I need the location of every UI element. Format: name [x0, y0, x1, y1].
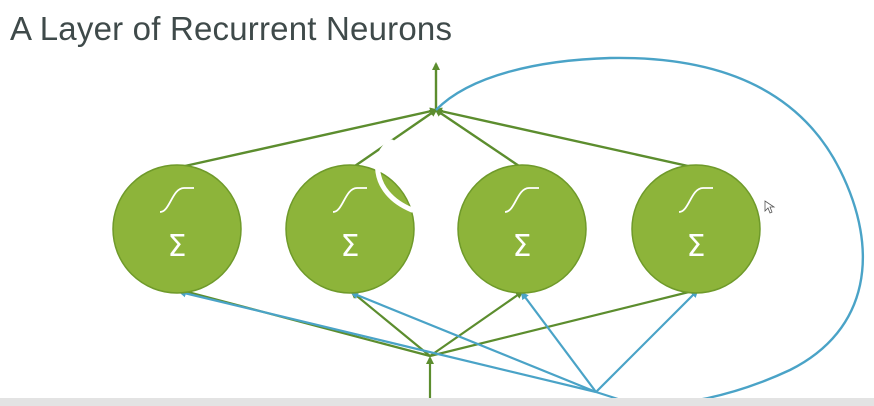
neuron-3: Σ [457, 164, 587, 294]
sigmoid-curve-icon [504, 187, 539, 213]
bottom-bar [0, 398, 874, 406]
sigmoid-curve-icon [332, 187, 367, 213]
neuron-4: Σ [631, 164, 761, 294]
edge-neuron-4-to-output [434, 107, 698, 170]
neuron-3-sigma: Σ [513, 229, 532, 264]
sigmoid-curve-icon [159, 187, 194, 213]
edge-neuron-3-to-output [434, 108, 523, 169]
edge-input-to-neuron-4 [429, 287, 699, 358]
neuron-2-sigma: Σ [341, 229, 360, 264]
output-edges [175, 62, 698, 170]
recurrent-edges [178, 289, 699, 406]
sigmoid-curve-icon [678, 187, 713, 213]
annotation-arc [375, 139, 415, 213]
recurrent-loop-path [435, 56, 864, 406]
edge-input-to-neuron-2 [350, 290, 431, 357]
neuron-2: Σ [285, 164, 415, 294]
neuron-4-sigma: Σ [687, 229, 706, 264]
neuron-1-sigma: Σ [168, 229, 187, 264]
recurrent-edge-neuron-2 [350, 291, 597, 394]
input-edges [178, 287, 699, 406]
recurrent-edge-neuron-1 [178, 289, 597, 394]
recurrent-edge-neuron-3 [520, 291, 597, 393]
edge-input-to-neuron-3 [429, 290, 524, 357]
cursor-arrow-icon [764, 200, 776, 214]
recurrent-edge-neuron-4 [595, 289, 699, 393]
neuron-1: Σ [112, 164, 242, 294]
slide-title: A Layer of Recurrent Neurons [10, 10, 453, 47]
edge-neuron-2-to-output [351, 108, 438, 169]
edge-neuron-1-to-output [175, 107, 438, 170]
